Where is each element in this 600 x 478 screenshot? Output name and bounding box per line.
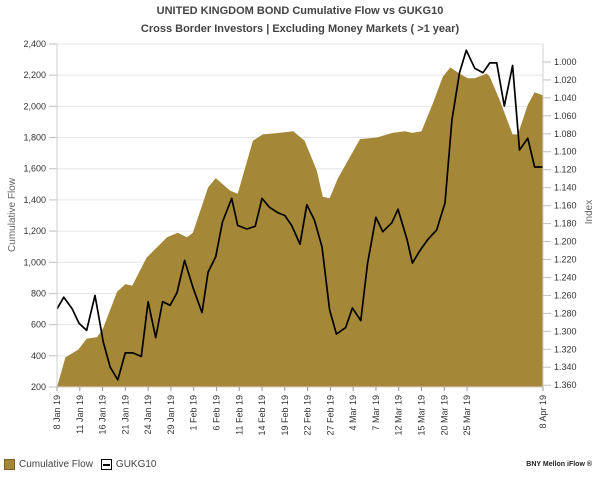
x-tick-label: 27 Feb 19	[325, 395, 335, 436]
y-tick-label: 1,400	[23, 195, 46, 205]
y2-tick-label: 1.060	[554, 111, 577, 121]
y2-tick-label: 1.360	[554, 380, 577, 390]
y-tick-label: 1,200	[23, 226, 46, 236]
x-tick-label: 11 Jan 19	[75, 395, 85, 434]
y2-tick-label: 1.140	[554, 183, 577, 193]
y-tick-label: 1,800	[23, 133, 46, 143]
y2-tick-label: 1.180	[554, 219, 577, 229]
y2-axis-title: Index	[584, 200, 595, 224]
gukg10-line	[56, 49, 543, 381]
y-tick-label: 2,200	[23, 70, 46, 80]
x-tick-label: 14 Feb 19	[257, 395, 267, 436]
cumulative-flow-area	[57, 67, 543, 388]
x-tick-label: 16 Jan 19	[98, 395, 108, 435]
x-tick-label: 11 Feb 19	[234, 395, 244, 435]
x-tick-label: 12 Mar 19	[394, 395, 404, 436]
x-tick-label: 29 Jan 19	[166, 395, 176, 435]
x-tick-label: 15 Mar 19	[417, 395, 427, 436]
y2-tick-label: 1.040	[554, 93, 577, 103]
x-tick-label: 25 Mar 19	[462, 395, 472, 436]
y2-tick-label: 1.000	[554, 57, 577, 67]
y2-tick-label: 1.200	[554, 237, 577, 247]
y2-tick-label: 1.020	[554, 75, 577, 85]
y-tick-label: 1,600	[23, 164, 46, 174]
y2-tick-label: 1.220	[554, 254, 577, 264]
x-tick-label: 21 Jan 19	[120, 395, 130, 435]
y2-tick-label: 1.340	[554, 362, 577, 372]
y2-tick-label: 1.100	[554, 147, 577, 157]
y-tick-label: 1,000	[23, 257, 46, 267]
legend-line-swatch-icon	[100, 459, 112, 470]
x-tick-label: 1 Feb 19	[189, 395, 199, 431]
legend-label: GUKG10	[115, 459, 157, 470]
legend: Cumulative Flow GUKG10	[4, 459, 157, 470]
y2-tick-label: 1.320	[554, 344, 577, 354]
x-tick-label: 6 Feb 19	[211, 395, 221, 431]
legend-label: Cumulative Flow	[19, 459, 93, 470]
legend-item-gukg10[interactable]: GUKG10	[100, 459, 157, 470]
x-tick-label: 20 Mar 19	[439, 395, 449, 436]
y-tick-label: 600	[31, 320, 46, 330]
chart-title: UNITED KINGDOM BOND Cumulative Flow vs G…	[156, 5, 444, 17]
legend-item-cumulative-flow[interactable]: Cumulative Flow	[4, 459, 93, 470]
legend-area-swatch-icon	[4, 459, 15, 470]
y2-tick-label: 1.120	[554, 165, 577, 175]
chart-subtitle: Cross Border Investors | Excluding Money…	[140, 23, 460, 35]
y-axis-title: Cumulative Flow	[7, 177, 18, 252]
y2-tick-label: 1.080	[554, 129, 577, 139]
x-tick-label: 22 Feb 19	[303, 395, 313, 436]
x-tick-label: 19 Feb 19	[280, 395, 290, 436]
x-tick-label: 4 Mar 19	[348, 395, 358, 431]
x-tick-label: 24 Jan 19	[143, 395, 153, 435]
y-tick-label: 800	[31, 288, 46, 298]
y2-tick-label: 1.280	[554, 308, 577, 318]
y-tick-label: 200	[31, 382, 46, 392]
y-tick-label: 2,400	[23, 39, 46, 49]
y2-tick-label: 1.300	[554, 326, 577, 336]
y-tick-label: 2,000	[23, 101, 46, 111]
y2-tick-label: 1.240	[554, 272, 577, 282]
y-tick-label: 400	[31, 351, 46, 361]
brand-logo: BNY Mellon iFlow ®	[526, 461, 592, 468]
x-tick-label: 8 Jan 19	[52, 395, 62, 430]
x-tick-label: 7 Mar 19	[371, 395, 381, 431]
y2-tick-label: 1.260	[554, 290, 577, 300]
x-tick-label: 8 Apr 19	[538, 395, 548, 429]
y2-tick-label: 1.160	[554, 201, 577, 211]
